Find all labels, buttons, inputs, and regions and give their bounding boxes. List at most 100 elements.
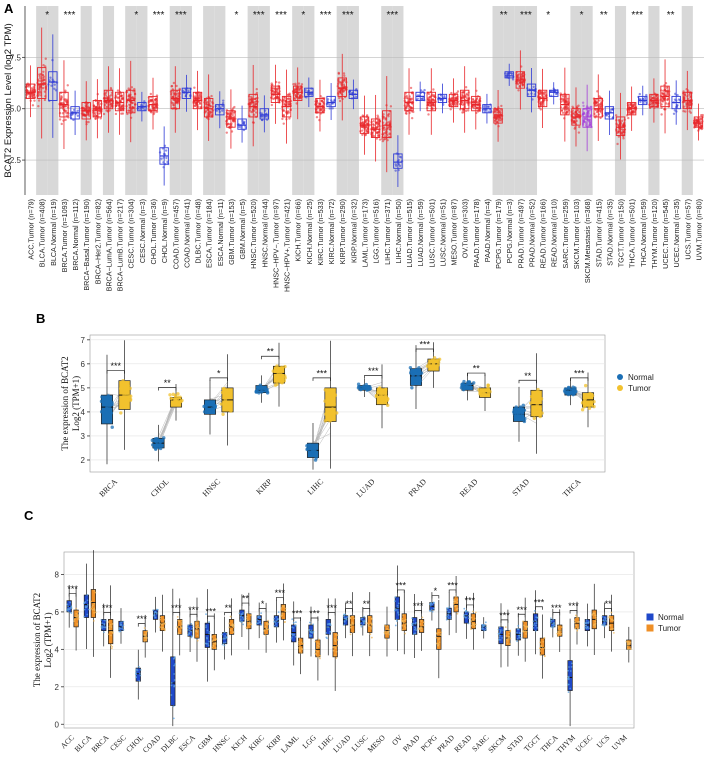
panel-c-point — [386, 628, 388, 630]
panel-b-point — [306, 443, 309, 446]
panel-c-point — [604, 619, 606, 621]
panel-b-point — [581, 408, 584, 411]
panel-c-point — [328, 626, 330, 628]
panel-a-xtick-label: READ.Tumor (n=166) — [539, 199, 548, 268]
panel-c-point — [87, 604, 89, 606]
panel-c-point — [535, 616, 537, 618]
panel-a-sig: *** — [320, 10, 332, 21]
panel-c-point — [207, 629, 209, 631]
panel-c-point — [192, 625, 194, 627]
panel-c-point — [240, 619, 242, 621]
panel-c-point — [259, 621, 261, 623]
panel-c-point — [294, 634, 296, 636]
panel-c-point — [109, 626, 111, 628]
panel-c-point — [558, 627, 560, 629]
panel-a-point — [473, 107, 475, 109]
panel-a-xtick-label: DLBC.Tumor (n=48) — [194, 199, 203, 264]
panel-c-point — [456, 608, 458, 610]
panel-c-sig: *** — [534, 597, 545, 607]
panel-b-point — [535, 406, 538, 409]
panel-c-point — [544, 647, 546, 649]
panel-b-sig: ** — [524, 371, 532, 381]
panel-c-point — [485, 621, 487, 623]
panel-a-point — [377, 134, 379, 136]
panel-c-point — [508, 636, 510, 638]
panel-a-point — [487, 106, 489, 108]
panel-a-point — [277, 96, 279, 98]
panel-a-xtick-label: BRCA−LumB.Tumor (n=217) — [116, 199, 125, 291]
panel-c-point — [181, 622, 183, 624]
panel-a-point — [227, 113, 229, 115]
panel-c-point — [85, 606, 87, 608]
panel-a-point — [150, 93, 152, 95]
panel-a-point — [294, 83, 296, 85]
panel-a-point — [465, 110, 467, 112]
panel-c-xtick-label: ESCA — [177, 733, 197, 753]
panel-a-xtick-label: PCPG.Normal (n=3) — [505, 199, 514, 264]
panel-a-point — [256, 88, 258, 90]
panel-b-point — [536, 403, 539, 406]
panel-c-point — [552, 623, 554, 625]
panel-c-point — [334, 638, 336, 640]
panel-b-ytick-label: 6 — [81, 360, 86, 369]
panel-a-point — [372, 123, 374, 125]
panel-a-sig: * — [301, 10, 305, 21]
panel-c-point — [630, 648, 632, 650]
panel-b-point — [209, 410, 212, 413]
panel-c-point — [336, 651, 338, 653]
panel-b-point — [533, 412, 536, 415]
panel-b-point — [203, 410, 206, 413]
panel-c-point — [301, 642, 303, 644]
panel-c-point — [351, 622, 353, 624]
panel-c-point — [610, 625, 612, 627]
panel-b-point — [583, 405, 586, 408]
panel-c-point — [299, 645, 301, 647]
panel-c-point — [420, 629, 422, 631]
panel-c-point — [230, 629, 232, 631]
panel-a-point — [563, 106, 565, 108]
panel-c-point — [84, 609, 86, 611]
panel-c-point — [360, 623, 362, 625]
panel-c-point — [215, 642, 217, 644]
panel-b-point — [465, 384, 468, 387]
panel-c-point — [275, 616, 277, 618]
panel-c-point — [595, 618, 597, 620]
panel-c-point — [77, 617, 79, 619]
panel-a-point — [298, 82, 300, 84]
panel-a-point — [432, 88, 434, 90]
panel-c-point — [208, 621, 210, 623]
panel-a-point — [443, 95, 445, 97]
panel-a-point — [221, 110, 223, 112]
panel-a-point — [343, 75, 345, 77]
panel-b-point — [100, 410, 103, 413]
panel-c-point — [519, 632, 521, 634]
panel-a-point — [517, 83, 519, 85]
panel-c-point — [110, 644, 112, 646]
panel-a-point — [521, 81, 523, 83]
panel-c-point — [281, 612, 283, 614]
panel-a-point — [276, 89, 278, 91]
panel-a-point — [627, 117, 629, 119]
panel-c-point — [223, 642, 225, 644]
panel-a-point — [222, 99, 224, 101]
panel-c-point — [228, 626, 230, 628]
panel-c-point — [471, 625, 473, 627]
panel-c-point — [440, 632, 442, 634]
panel-c-point — [499, 635, 501, 637]
panel-c-point — [91, 606, 93, 608]
panel-b-xtick-label: PRAD — [407, 477, 429, 499]
panel-c-point — [438, 632, 440, 634]
panel-c-point — [362, 624, 364, 626]
panel-b-point — [107, 409, 110, 412]
panel-b-sig: *** — [316, 368, 327, 378]
panel-a-point — [496, 117, 498, 119]
panel-c-point — [567, 684, 569, 686]
panel-b-ytick-label: 2 — [81, 456, 86, 465]
panel-b-point — [539, 407, 542, 410]
panel-c-point — [588, 627, 590, 629]
panel-c-point — [309, 622, 311, 624]
panel-c-point — [568, 691, 570, 693]
panel-c-point — [159, 626, 161, 628]
panel-b-point — [110, 411, 113, 414]
panel-a-point — [150, 111, 152, 113]
